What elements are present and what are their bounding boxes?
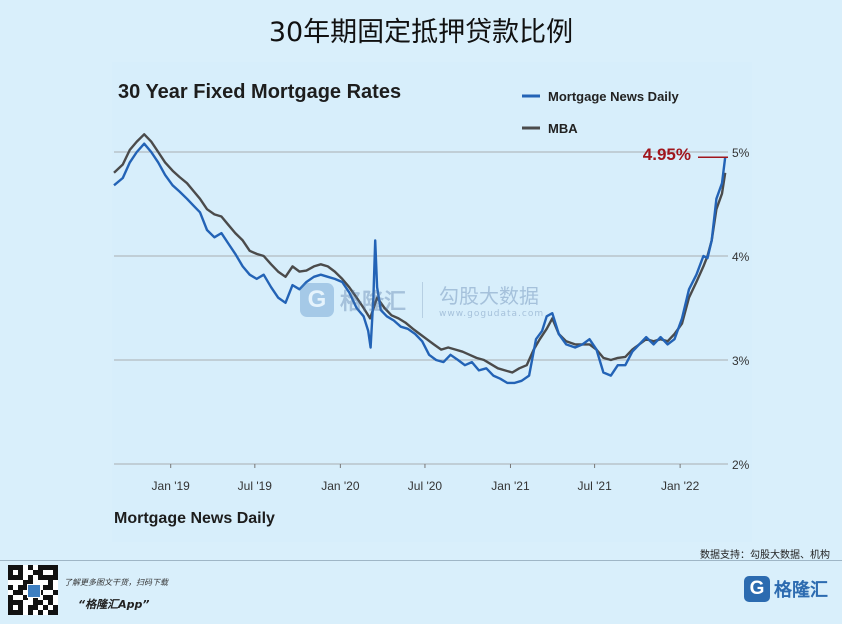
- chart-panel: 30 Year Fixed Mortgage Rates Mortgage Ne…: [112, 62, 752, 542]
- x-tick-label: Jan '22: [661, 479, 700, 493]
- qr-code-icon[interactable]: [8, 565, 58, 615]
- series-line-mortgage-news-daily: [113, 142, 727, 385]
- watermark-name: 格隆汇: [340, 289, 407, 315]
- chart-title: 30 Year Fixed Mortgage Rates: [118, 81, 401, 103]
- x-tick-label: Jan '20: [321, 479, 360, 493]
- mortgage-rate-chart: 30 Year Fixed Mortgage Rates Mortgage Ne…: [113, 81, 750, 527]
- x-tick-label: Jul '21: [577, 479, 612, 493]
- chart-legend: Mortgage News Daily MBA: [522, 89, 680, 136]
- footer-app-name: “格隆汇App”: [78, 598, 150, 611]
- x-tick-label: Jan '19: [152, 479, 191, 493]
- footer-divider: [0, 560, 842, 561]
- brand-logo: G 格隆汇: [744, 576, 828, 602]
- y-tick-label: 3%: [732, 354, 750, 368]
- watermark-divider: [422, 281, 424, 318]
- chart-grid: [114, 151, 728, 465]
- chart-series: [113, 133, 727, 385]
- x-axis-ticks: Jan '19 Jul '19 Jan '20 Jul '20 Jan '21 Jul '…: [152, 464, 700, 493]
- chart-source-label: Mortgage News Daily: [114, 510, 275, 527]
- watermark-logo-icon: G: [300, 282, 334, 317]
- callout-label: 4.95%: [643, 145, 691, 164]
- legend-label: MBA: [548, 121, 578, 136]
- legend-label: Mortgage News Daily: [548, 89, 680, 104]
- series-line-mba: [113, 133, 727, 374]
- rate-callout: 4.95%: [643, 145, 728, 164]
- qr-center-logo-icon: [27, 584, 41, 598]
- watermark-url: www.gogudata.com: [439, 309, 545, 319]
- x-tick-label: Jul '20: [408, 479, 443, 493]
- brand-logo-icon: G: [744, 576, 770, 602]
- page-title: 30年期固定抵押贷款比例: [268, 17, 574, 48]
- x-tick-label: Jul '19: [238, 479, 273, 493]
- x-tick-label: Jan '21: [491, 479, 530, 493]
- footer-download-hint: 了解更多图文干货，扫码下载: [64, 578, 168, 587]
- brand-name: 格隆汇: [774, 580, 828, 601]
- watermark: G 格隆汇 勾股大数据 www.gogudata.com: [300, 280, 544, 319]
- y-tick-label: 2%: [732, 458, 750, 472]
- watermark-cn: 勾股大数据: [439, 284, 540, 308]
- data-source-note: 数据支持：勾股大数据、机构: [700, 550, 830, 561]
- y-tick-label: 5%: [732, 146, 750, 160]
- y-axis-ticks: 5% 4% 3% 2%: [732, 146, 750, 472]
- y-tick-label: 4%: [732, 250, 750, 264]
